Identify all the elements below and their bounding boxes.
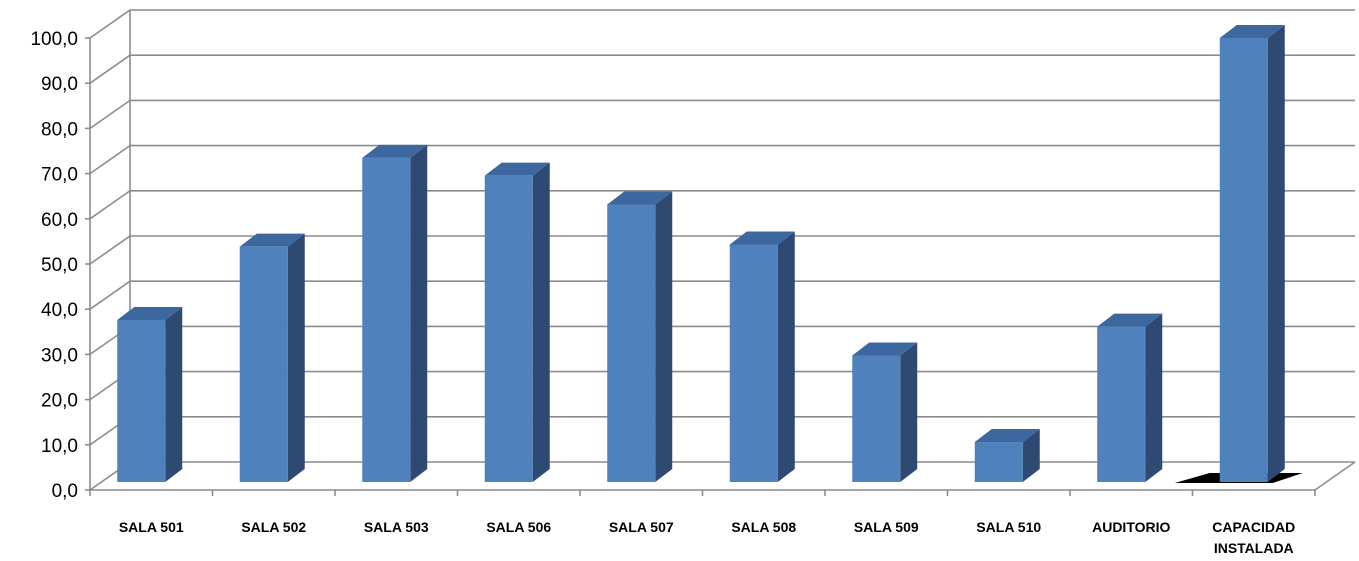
x-category-label-line: SALA 502 bbox=[241, 519, 306, 535]
bar-top-face bbox=[1097, 313, 1163, 327]
x-category-label: SALA 502 bbox=[241, 519, 306, 535]
y-tick-label: 60,0 bbox=[41, 210, 78, 231]
bar-front-face bbox=[729, 244, 778, 482]
gridline-side bbox=[89, 190, 131, 220]
x-category-label-line: CAPACIDAD bbox=[1212, 519, 1295, 535]
x-category-label: SALA 506 bbox=[486, 519, 551, 535]
x-category-label: SALA 508 bbox=[731, 519, 796, 535]
bar-top-face bbox=[729, 231, 795, 245]
gridline-side bbox=[89, 280, 131, 310]
y-tick-label: 70,0 bbox=[41, 165, 78, 186]
bars bbox=[117, 25, 1303, 483]
x-category-label: CAPACIDAD INSTALADA bbox=[1212, 519, 1295, 556]
x-category-label: SALA 507 bbox=[609, 519, 674, 535]
y-tick-label: 30,0 bbox=[41, 345, 78, 366]
x-category-label-line: SALA 507 bbox=[609, 519, 674, 535]
x-category-label-line: INSTALADA bbox=[1214, 540, 1294, 556]
y-tick-label: 10,0 bbox=[41, 436, 78, 457]
bar-front-face bbox=[362, 157, 411, 482]
bar-front-face bbox=[239, 246, 288, 482]
x-category-label-line: SALA 509 bbox=[854, 519, 919, 535]
y-tick-label: 0,0 bbox=[52, 481, 78, 502]
bar-side-face bbox=[165, 306, 183, 482]
bar-top-face bbox=[362, 144, 428, 158]
y-tick-label: 100,0 bbox=[30, 29, 78, 50]
bar-side-face bbox=[532, 162, 550, 482]
bar-front-face bbox=[484, 175, 533, 482]
y-tick-label: 80,0 bbox=[41, 119, 78, 140]
bar-side-face bbox=[1267, 25, 1285, 482]
x-category-label: SALA 503 bbox=[364, 519, 429, 535]
x-category-label: SALA 509 bbox=[854, 519, 919, 535]
bar bbox=[1174, 25, 1303, 483]
x-category-label-line: SALA 506 bbox=[486, 519, 551, 535]
bar bbox=[607, 191, 673, 482]
bar bbox=[484, 162, 550, 482]
y-tick-label: 90,0 bbox=[41, 74, 78, 95]
x-category-label-line: AUDITORIO bbox=[1092, 519, 1170, 535]
bar-front-face bbox=[117, 319, 166, 482]
bar-front-face bbox=[974, 442, 1023, 482]
gridline-side bbox=[89, 54, 131, 84]
bar-side-face bbox=[1145, 313, 1163, 482]
bar-top-face bbox=[1219, 25, 1285, 38]
bar bbox=[1097, 313, 1163, 482]
bar bbox=[852, 342, 918, 482]
bar-top-face bbox=[484, 162, 550, 176]
bar-front-face bbox=[852, 355, 901, 482]
x-axis-labels: SALA 501 SALA 502 SALA 503 SALA 506 SALA 507… bbox=[119, 519, 1295, 556]
axes bbox=[85, 10, 1356, 496]
floor-right-edge bbox=[1314, 461, 1356, 491]
bar bbox=[362, 144, 428, 482]
x-category-label: SALA 510 bbox=[976, 519, 1041, 535]
bar bbox=[729, 231, 795, 482]
gridline-side bbox=[89, 99, 131, 130]
bar bbox=[239, 233, 305, 482]
y-axis-ticks: 0,0 10,0 20,0 30,0 40,0 50,0 60,0 70,0 80,0 90,0 1… bbox=[30, 29, 78, 502]
x-category-label-line: SALA 503 bbox=[364, 519, 429, 535]
x-category-label: SALA 501 bbox=[119, 519, 184, 535]
y-tick-label: 20,0 bbox=[41, 391, 78, 412]
bar-front-face bbox=[1219, 38, 1268, 482]
y-tick-label: 40,0 bbox=[41, 300, 78, 321]
bar-top-face bbox=[852, 342, 918, 356]
bar-side-face bbox=[655, 191, 673, 482]
bar-top-face bbox=[974, 429, 1040, 443]
gridline-side bbox=[89, 9, 131, 39]
bar-side-face bbox=[900, 342, 918, 482]
bar-front-face bbox=[607, 204, 656, 482]
bar-side-face bbox=[287, 233, 305, 482]
bar-front-face bbox=[1097, 326, 1146, 482]
bar-side-face bbox=[410, 144, 428, 482]
bar-top-face bbox=[239, 233, 305, 247]
x-category-label-line: SALA 501 bbox=[119, 519, 184, 535]
y-tick-label: 50,0 bbox=[41, 255, 78, 276]
x-category-label: AUDITORIO bbox=[1092, 519, 1170, 535]
x-category-label-line: SALA 508 bbox=[731, 519, 796, 535]
gridline-side bbox=[89, 235, 131, 265]
bar-side-face bbox=[1022, 429, 1040, 482]
bar-top-face bbox=[117, 306, 183, 320]
x-category-label-line: SALA 510 bbox=[976, 519, 1041, 535]
bar bbox=[974, 429, 1040, 482]
gridline-side bbox=[89, 144, 131, 175]
bar-top-face bbox=[607, 191, 673, 205]
bar-side-face bbox=[777, 231, 795, 482]
bar bbox=[117, 306, 183, 482]
